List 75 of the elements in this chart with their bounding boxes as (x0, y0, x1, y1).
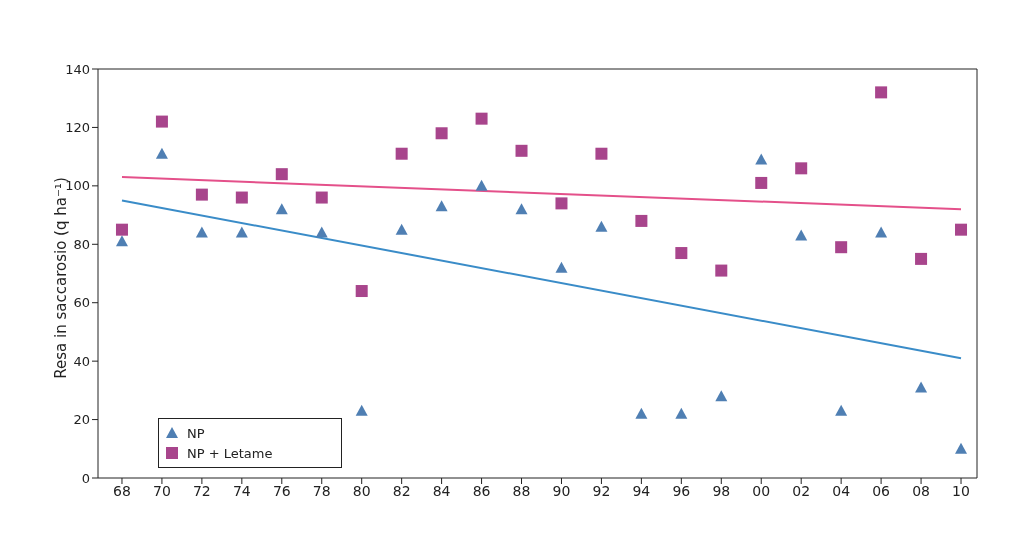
y-tick-label: 60 (73, 295, 90, 311)
point (435, 127, 448, 140)
point (835, 404, 848, 416)
point (275, 168, 288, 181)
point (835, 241, 848, 254)
point (155, 147, 168, 159)
point (515, 144, 528, 157)
point (635, 214, 648, 227)
x-tick-label: 74 (232, 482, 251, 499)
point (555, 197, 568, 210)
point (115, 223, 128, 236)
x-tick-label: 00 (752, 482, 771, 499)
point (795, 229, 808, 241)
x-tick-label: 02 (792, 482, 811, 499)
x-tick-label: 78 (312, 482, 331, 499)
x-tick-label: 98 (712, 482, 731, 499)
point (955, 223, 968, 236)
point (475, 179, 488, 191)
y-tick-label: 0 (81, 470, 90, 486)
point (755, 153, 768, 165)
x-tick-label: 96 (672, 482, 691, 499)
point (555, 261, 568, 273)
x-tick-label: 92 (592, 482, 611, 499)
point (755, 176, 768, 189)
point (315, 191, 328, 204)
y-tick-label: 40 (73, 353, 90, 369)
x-tick-label: 86 (472, 482, 491, 499)
point (915, 252, 928, 265)
point (675, 247, 688, 260)
x-tick-label: 70 (153, 482, 171, 499)
legend-label: NP (187, 425, 205, 441)
x-tick-label: 08 (912, 482, 930, 499)
legend-label: NP + Letame (187, 445, 273, 461)
point (875, 86, 888, 99)
point (715, 264, 728, 277)
point (195, 188, 208, 201)
x-tick-label: 68 (113, 482, 131, 499)
x-tick-label: 76 (272, 482, 291, 499)
point (355, 285, 368, 298)
point (515, 203, 528, 215)
point (635, 407, 648, 419)
y-tick-label: 20 (73, 412, 90, 428)
point (595, 147, 608, 160)
x-tick-label: 10 (952, 482, 970, 499)
x-tick-label: 84 (432, 482, 451, 499)
x-tick-label: 88 (512, 482, 531, 499)
x-tick-label: 04 (832, 482, 851, 499)
point (915, 381, 928, 393)
point (275, 203, 288, 215)
point (235, 191, 248, 204)
point (595, 220, 608, 232)
point (475, 112, 488, 125)
point (715, 390, 728, 402)
y-tick-label: 120 (65, 120, 90, 136)
x-tick-label: 94 (632, 482, 651, 499)
point (875, 226, 888, 238)
y-tick-label: 80 (73, 236, 90, 252)
x-tick-label: 72 (192, 482, 211, 499)
point (155, 115, 168, 128)
point (315, 226, 328, 238)
x-tick-label: 80 (352, 482, 371, 499)
x-tick-label: 82 (392, 482, 411, 499)
point (675, 407, 688, 419)
x-tick-label: 06 (872, 482, 891, 499)
point (795, 162, 808, 175)
point (355, 404, 368, 416)
point (115, 235, 128, 247)
y-tick-label: 140 (65, 61, 90, 77)
point (235, 226, 248, 238)
point (395, 147, 408, 160)
x-tick-label: 90 (552, 482, 571, 499)
point (395, 223, 408, 235)
point (435, 200, 448, 212)
point (955, 442, 968, 454)
point (195, 226, 208, 238)
